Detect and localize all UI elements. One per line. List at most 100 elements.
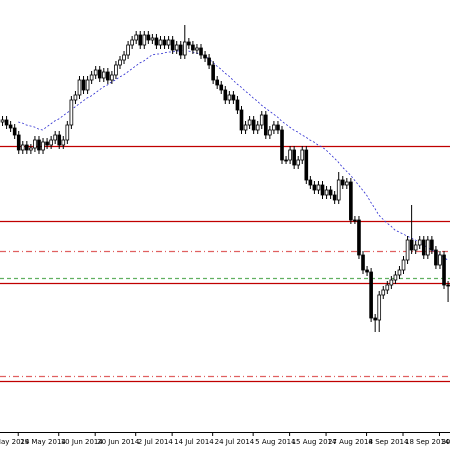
candle-body	[97, 69, 102, 79]
candle-body	[0, 119, 5, 123]
candle-body	[239, 109, 244, 131]
candle-body	[166, 39, 171, 46]
x-tick-label: 2 Jul 2014	[138, 438, 174, 446]
candle-body	[231, 94, 236, 101]
candle-body	[385, 284, 390, 291]
x-tick-label: 20 Jun 2014	[97, 438, 140, 446]
candle-body	[45, 141, 49, 146]
candle-body	[357, 219, 361, 256]
candle-body	[4, 119, 9, 126]
candle-body	[89, 74, 94, 81]
candle-body	[243, 124, 248, 131]
x-tick-label: 20 May 2014	[0, 438, 30, 446]
candle-body	[69, 99, 74, 126]
candle-body	[134, 34, 139, 41]
candle-body	[381, 289, 386, 296]
candle-body	[16, 134, 21, 151]
candle-body	[170, 39, 175, 51]
candle-body	[195, 47, 199, 51]
candle-body	[328, 189, 333, 196]
candle-body	[93, 69, 98, 76]
candle-body	[12, 127, 17, 136]
candle-body	[25, 144, 29, 151]
candle-body	[199, 47, 203, 56]
x-tick-label: 14 Jul 2014	[174, 438, 214, 446]
x-tick-label: 30 Sep 2014	[441, 438, 450, 446]
candle-body	[296, 159, 301, 166]
candle-body	[308, 179, 313, 186]
x-tick-label: 5 Aug 2014	[255, 438, 296, 446]
candle-body	[361, 254, 365, 271]
candle-body	[405, 239, 410, 261]
candle-body	[219, 84, 224, 91]
candle-body	[138, 34, 143, 46]
candle-body	[426, 239, 430, 256]
candle-body	[235, 99, 240, 111]
candle-body	[114, 64, 118, 76]
candle-body	[150, 37, 155, 41]
candle-body	[340, 179, 345, 186]
candle-body	[122, 54, 126, 61]
candle-body	[316, 184, 321, 191]
candle-body	[251, 119, 256, 131]
candle-body	[259, 114, 264, 126]
candle-body	[255, 124, 260, 131]
candle-body	[146, 34, 151, 41]
candle-body	[158, 39, 163, 46]
candle-body	[41, 141, 45, 151]
x-tick-label: 27 Aug 2014	[328, 438, 373, 446]
candle-body	[344, 181, 349, 186]
candle-body	[207, 57, 211, 66]
candle-body	[442, 254, 446, 286]
candle-body	[57, 134, 62, 146]
candle-body	[401, 259, 406, 271]
candle-body	[182, 41, 187, 56]
x-tick-label: 15 Aug 2014	[292, 438, 337, 446]
candle-body	[272, 124, 276, 131]
candle-body	[203, 54, 207, 59]
candle-body	[304, 149, 309, 181]
candle-body	[430, 239, 434, 251]
candle-body	[365, 269, 369, 273]
candle-body	[268, 129, 272, 136]
candle-body	[101, 71, 106, 79]
candle-body	[130, 39, 134, 46]
candle-body	[85, 79, 90, 91]
candle-body	[397, 269, 402, 276]
x-tick-label: 10 Jun 2014	[61, 438, 104, 446]
x-tick-label: 8 Sep 2014	[369, 438, 409, 446]
candle-body	[393, 274, 398, 281]
candle-body	[377, 294, 382, 321]
candle-body	[118, 59, 122, 66]
candle-body	[110, 74, 114, 81]
candle-body	[288, 149, 292, 161]
candle-body	[389, 279, 394, 286]
candle-body	[65, 124, 70, 141]
candle-body	[178, 44, 183, 56]
x-tick-label: 29 May 2014	[20, 438, 66, 446]
candle-body	[37, 139, 41, 151]
candle-body	[434, 249, 438, 266]
candle-body	[20, 144, 25, 151]
candle-body	[332, 194, 337, 201]
candle-body	[61, 139, 66, 146]
candle-body	[446, 284, 450, 287]
candle-body	[227, 94, 232, 101]
candle-body	[162, 39, 167, 46]
candle-body	[353, 219, 357, 222]
candle-body	[284, 159, 288, 162]
candle-body	[215, 79, 220, 86]
candle-body	[276, 124, 280, 131]
candle-body	[33, 139, 37, 149]
x-tick-label: 18 Sep 2014	[405, 438, 450, 446]
candle-body	[421, 239, 426, 256]
candle-body	[263, 114, 268, 136]
candle-body	[247, 119, 252, 126]
candle-body	[369, 271, 373, 319]
candle-body	[292, 149, 296, 166]
candle-body	[438, 254, 442, 266]
candle-body	[81, 79, 86, 91]
candle-body	[126, 44, 130, 56]
candle-body	[8, 124, 13, 129]
